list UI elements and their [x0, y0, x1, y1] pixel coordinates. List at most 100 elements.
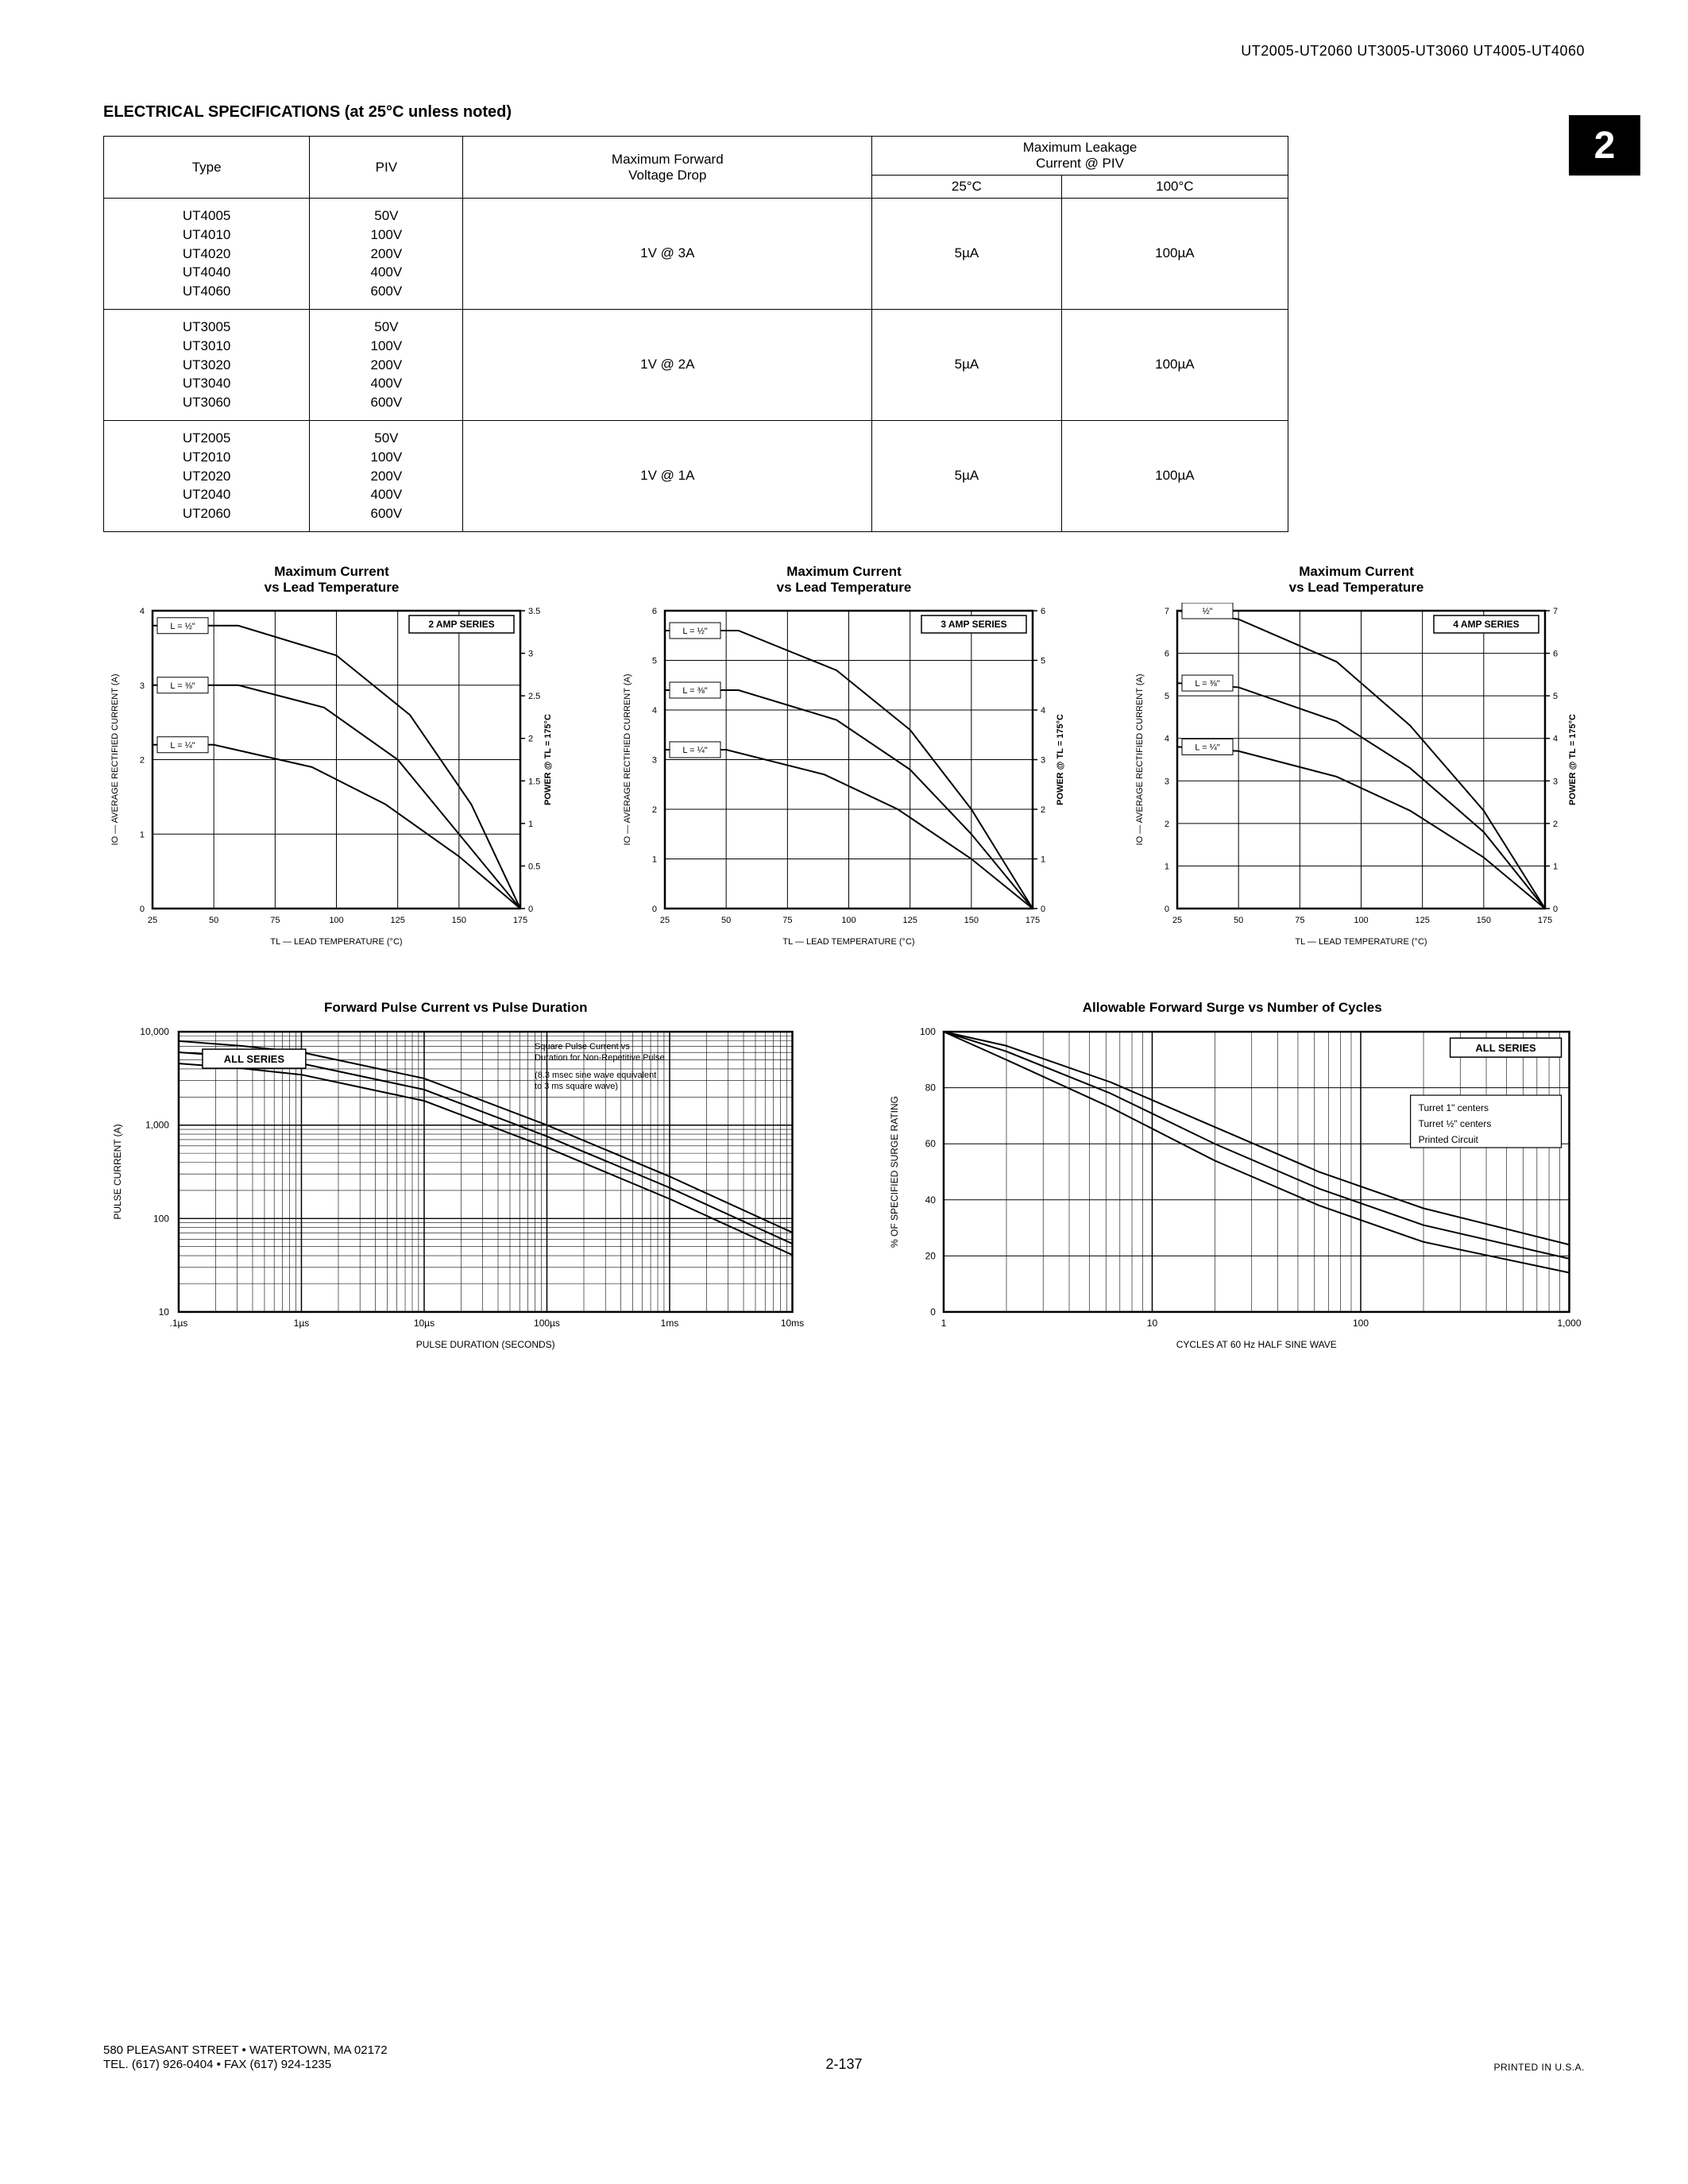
- svg-text:L = ¼": L = ¼": [170, 740, 195, 750]
- svg-text:10: 10: [1146, 1318, 1157, 1329]
- svg-text:(8.3 msec sine wave equivalent: (8.3 msec sine wave equivalent: [535, 1071, 656, 1080]
- svg-text:3: 3: [528, 649, 533, 658]
- type-cell: UT4005UT4010UT4020UT4040UT4060: [104, 199, 310, 310]
- svg-text:1: 1: [652, 855, 657, 864]
- col-leak-hdr: Maximum Leakage Current @ PIV: [872, 137, 1288, 176]
- svg-text:80: 80: [925, 1082, 936, 1094]
- svg-text:4: 4: [1165, 734, 1169, 743]
- svg-text:75: 75: [270, 916, 280, 925]
- svg-text:2: 2: [1041, 805, 1045, 815]
- chart-canvas: 25507510012515017501234567012345674 AMP …: [1128, 603, 1585, 952]
- col-type: Type: [104, 137, 310, 199]
- svg-text:100: 100: [841, 916, 856, 925]
- chart-title: Maximum Current vs Lead Temperature: [103, 564, 560, 596]
- svg-text:3 AMP SERIES: 3 AMP SERIES: [941, 619, 1006, 630]
- chart-canvas: .1µs1µs10µs100µs1ms10ms101001,00010,000A…: [103, 1022, 809, 1356]
- svg-text:6: 6: [1165, 649, 1169, 658]
- addr-line2: TEL. (617) 926-0404 • FAX (617) 924-1235: [103, 2058, 388, 2073]
- svg-text:1µs: 1µs: [294, 1318, 310, 1329]
- svg-text:3: 3: [1553, 777, 1558, 786]
- chart-title: Allowable Forward Surge vs Number of Cyc…: [880, 1000, 1586, 1016]
- svg-text:1: 1: [528, 820, 533, 829]
- svg-text:Printed Circuit: Printed Circuit: [1418, 1134, 1478, 1145]
- type-cell: UT2005UT2010UT2020UT2040UT2060: [104, 420, 310, 531]
- page-number: 2-137: [825, 2056, 862, 2073]
- svg-text:5: 5: [1165, 692, 1169, 701]
- svg-text:2: 2: [140, 755, 145, 765]
- svg-text:100: 100: [1352, 1318, 1368, 1329]
- svg-text:5: 5: [652, 656, 657, 666]
- type-cell: UT3005UT3010UT3020UT3040UT3060: [104, 309, 310, 420]
- svg-text:50: 50: [721, 916, 731, 925]
- svg-text:7: 7: [1165, 607, 1169, 616]
- svg-text:6: 6: [1041, 607, 1045, 616]
- svg-text:4: 4: [1553, 734, 1558, 743]
- svg-text:1: 1: [140, 830, 145, 839]
- svg-text:5: 5: [1041, 656, 1045, 666]
- svg-text:2: 2: [528, 734, 533, 743]
- svg-text:1: 1: [1553, 862, 1558, 871]
- svg-text:Turret ½" centers: Turret ½" centers: [1418, 1118, 1491, 1129]
- piv-cell: 50V100V200V400V600V: [310, 309, 463, 420]
- part-range-header: UT2005-UT2060 UT3005-UT3060 UT4005-UT406…: [1241, 43, 1585, 60]
- spec-table: Type PIV Maximum Forward Voltage Drop Ma…: [103, 136, 1288, 532]
- footer-address: 580 PLEASANT STREET • WATERTOWN, MA 0217…: [103, 2043, 388, 2074]
- svg-text:150: 150: [452, 916, 466, 925]
- section-tab: 2: [1569, 115, 1640, 176]
- svg-text:0.5: 0.5: [528, 862, 540, 871]
- leak100-cell: 100µA: [1061, 309, 1288, 420]
- svg-text:1ms: 1ms: [661, 1318, 679, 1329]
- svg-text:Duration for Non-Repetitive Pu: Duration for Non-Repetitive Pulse: [535, 1053, 665, 1063]
- svg-text:0: 0: [930, 1306, 936, 1318]
- svg-text:IO — AVERAGE RECTIFIED CURRENT: IO — AVERAGE RECTIFIED CURRENT (A): [1135, 673, 1145, 845]
- svg-text:100µs: 100µs: [534, 1318, 560, 1329]
- svg-text:150: 150: [964, 916, 979, 925]
- leak25-cell: 5µA: [872, 309, 1062, 420]
- svg-text:½": ½": [1202, 607, 1212, 616]
- svg-text:10: 10: [159, 1306, 170, 1318]
- svg-text:L = ½": L = ½": [682, 627, 707, 636]
- svg-text:100: 100: [153, 1213, 169, 1224]
- svg-text:6: 6: [1553, 649, 1558, 658]
- row2-charts: Forward Pulse Current vs Pulse Duration …: [103, 1000, 1585, 1356]
- svg-text:25: 25: [148, 916, 157, 925]
- svg-text:60: 60: [925, 1138, 936, 1149]
- chart-title: Forward Pulse Current vs Pulse Duration: [103, 1000, 809, 1016]
- svg-text:7: 7: [1553, 607, 1558, 616]
- svg-text:to 3 ms square wave): to 3 ms square wave): [535, 1082, 618, 1091]
- col-leak-25: 25°C: [872, 176, 1062, 199]
- svg-text:2: 2: [652, 805, 657, 815]
- svg-text:25: 25: [1172, 916, 1182, 925]
- svg-text:Square Pulse Current vs: Square Pulse Current vs: [535, 1042, 630, 1051]
- svg-text:L = ½": L = ½": [170, 621, 195, 631]
- fwd-cell: 1V @ 1A: [463, 420, 872, 531]
- svg-text:2: 2: [1553, 820, 1558, 829]
- col-fwd: Maximum Forward Voltage Drop: [463, 137, 872, 199]
- row1-charts: Maximum Current vs Lead Temperature 2550…: [103, 564, 1585, 952]
- svg-text:3: 3: [140, 681, 145, 690]
- svg-text:2: 2: [1165, 820, 1169, 829]
- svg-text:50: 50: [209, 916, 218, 925]
- chart-canvas: 0204060801001101001,000ALL SERIESTurret …: [880, 1022, 1586, 1356]
- svg-text:40: 40: [925, 1194, 936, 1206]
- leak25-cell: 5µA: [872, 420, 1062, 531]
- svg-text:L = ⅜": L = ⅜": [170, 681, 195, 690]
- svg-text:20: 20: [925, 1250, 936, 1261]
- addr-line1: 580 PLEASANT STREET • WATERTOWN, MA 0217…: [103, 2043, 388, 2059]
- svg-text:6: 6: [652, 607, 657, 616]
- chart-surge: Allowable Forward Surge vs Number of Cyc…: [880, 1000, 1586, 1356]
- svg-text:3: 3: [1041, 755, 1045, 765]
- spec-title: ELECTRICAL SPECIFICATIONS (at 25°C unles…: [103, 103, 1585, 122]
- svg-text:.1µs: .1µs: [169, 1318, 187, 1329]
- svg-text:IO — AVERAGE RECTIFIED CURRENT: IO — AVERAGE RECTIFIED CURRENT (A): [623, 673, 632, 845]
- chart-canvas: 2550751001251501750123400.511.522.533.52…: [103, 603, 560, 952]
- svg-text:4: 4: [140, 607, 145, 616]
- svg-text:4 AMP SERIES: 4 AMP SERIES: [1453, 619, 1519, 630]
- svg-text:1: 1: [1041, 855, 1045, 864]
- chart-title: Maximum Current vs Lead Temperature: [1128, 564, 1585, 596]
- svg-text:125: 125: [902, 916, 917, 925]
- svg-text:ALL SERIES: ALL SERIES: [1475, 1042, 1536, 1054]
- svg-text:50: 50: [1234, 916, 1243, 925]
- svg-text:75: 75: [1295, 916, 1304, 925]
- svg-text:0: 0: [140, 905, 145, 914]
